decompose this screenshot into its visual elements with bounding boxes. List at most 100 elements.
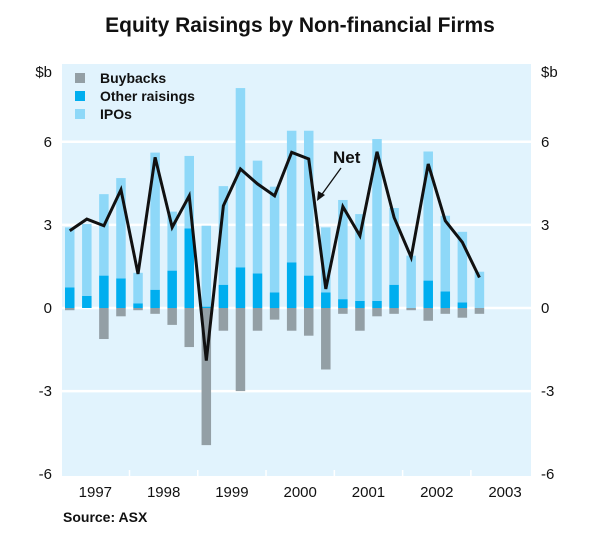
- bar-other-raisings: [116, 278, 126, 308]
- y-tick-label-right: 6: [541, 134, 549, 151]
- bar-ipos: [338, 199, 348, 300]
- bar-other-raisings: [286, 262, 297, 308]
- legend-label: IPOs: [100, 106, 132, 122]
- bar-other-raisings: [218, 284, 229, 308]
- bar-buybacks: [389, 308, 399, 314]
- bar-buybacks: [99, 308, 109, 340]
- legend-label: Other raisings: [100, 88, 195, 104]
- y-axis-unit-right: $b: [541, 64, 558, 81]
- x-tick-label: 2001: [352, 484, 385, 501]
- y-tick-label-left: 0: [44, 300, 52, 317]
- bar-ipos: [99, 194, 109, 276]
- y-tick-label-right: -3: [541, 383, 554, 400]
- bar-ipos: [355, 214, 365, 301]
- net-arrow: [319, 167, 342, 198]
- net-label: Net: [333, 148, 361, 167]
- bar-buybacks: [150, 308, 160, 314]
- bar-buybacks: [201, 308, 212, 446]
- bar-ipos: [321, 227, 331, 293]
- bar-buybacks: [423, 308, 433, 321]
- bar-ipos: [389, 208, 399, 285]
- bar-buybacks: [474, 308, 485, 314]
- bar-buybacks: [355, 308, 365, 331]
- bar-ipos: [372, 139, 382, 301]
- bar-ipos: [474, 271, 485, 308]
- legend-swatch-ipos: [75, 109, 85, 119]
- bar-other-raisings: [235, 267, 246, 308]
- bar-other-raisings: [440, 291, 451, 308]
- bar-ipos: [150, 152, 160, 290]
- bar-buybacks: [372, 308, 382, 317]
- bar-buybacks: [321, 308, 331, 370]
- bar-buybacks: [184, 308, 194, 348]
- y-tick-label-left: 3: [44, 217, 52, 234]
- bar-other-raisings: [457, 302, 468, 308]
- legend-label: Buybacks: [100, 70, 166, 86]
- bar-other-raisings: [252, 273, 263, 308]
- bar-other-raisings: [184, 228, 194, 308]
- bar-buybacks: [406, 308, 416, 311]
- bar-ipos: [167, 211, 177, 271]
- bar-other-raisings: [355, 300, 365, 308]
- bar-other-raisings: [150, 289, 160, 308]
- y-tick-label-right: -6: [541, 466, 554, 483]
- bar-buybacks: [269, 308, 280, 320]
- bar-buybacks: [286, 308, 297, 331]
- bar-ipos: [286, 130, 297, 263]
- y-tick-label-left: 6: [44, 134, 52, 151]
- legend-swatch-buybacks: [75, 73, 85, 83]
- x-tick-label: 2003: [488, 484, 521, 501]
- bar-buybacks: [116, 308, 126, 317]
- bar-ipos: [201, 225, 212, 307]
- y-tick-label-left: -6: [39, 466, 52, 483]
- bar-ipos: [184, 155, 194, 229]
- bar-ipos: [423, 151, 433, 281]
- bar-ipos: [252, 160, 263, 274]
- bar-ipos: [457, 231, 468, 303]
- x-tick-label: 2002: [420, 484, 453, 501]
- bar-other-raisings: [269, 292, 280, 308]
- bar-ipos: [116, 178, 126, 279]
- bar-buybacks: [133, 308, 143, 311]
- x-tick-label: 1998: [147, 484, 180, 501]
- chart-title: Equity Raisings by Non-financial Firms: [105, 14, 495, 37]
- y-axis-unit-left: $b: [35, 64, 52, 81]
- bar-ipos: [235, 88, 246, 268]
- bar-ipos: [82, 224, 92, 296]
- bar-other-raisings: [372, 300, 382, 308]
- bar-buybacks: [338, 308, 348, 314]
- y-tick-label-left: -3: [39, 383, 52, 400]
- bar-other-raisings: [303, 275, 314, 308]
- net-arrowhead: [317, 191, 325, 201]
- bar-other-raisings: [201, 306, 212, 308]
- bar-ipos: [218, 186, 229, 285]
- bar-buybacks: [457, 308, 468, 318]
- bar-other-raisings: [423, 280, 433, 308]
- bar-other-raisings: [65, 287, 75, 308]
- bar-buybacks: [235, 308, 246, 392]
- bar-ipos: [65, 227, 75, 288]
- bar-ipos: [406, 255, 416, 308]
- bar-ipos: [303, 130, 314, 276]
- bar-other-raisings: [338, 299, 348, 308]
- y-tick-label-right: 0: [541, 300, 549, 317]
- bar-other-raisings: [82, 295, 92, 308]
- bar-other-raisings: [167, 270, 177, 308]
- bar-other-raisings: [133, 303, 143, 308]
- source-note: Source: ASX: [63, 509, 148, 525]
- bar-buybacks: [303, 308, 314, 336]
- bar-buybacks: [167, 308, 177, 325]
- bar-other-raisings: [99, 275, 109, 308]
- bar-other-raisings: [321, 292, 331, 308]
- x-tick-label: 2000: [284, 484, 317, 501]
- bar-buybacks: [218, 308, 229, 331]
- bar-buybacks: [440, 308, 451, 314]
- bar-ipos: [269, 186, 280, 293]
- bar-ipos: [440, 215, 451, 292]
- x-tick-label: 1997: [79, 484, 112, 501]
- bar-ipos: [133, 272, 143, 304]
- y-tick-label-right: 3: [541, 217, 549, 234]
- x-tick-label: 1999: [215, 484, 248, 501]
- bar-buybacks: [252, 308, 263, 331]
